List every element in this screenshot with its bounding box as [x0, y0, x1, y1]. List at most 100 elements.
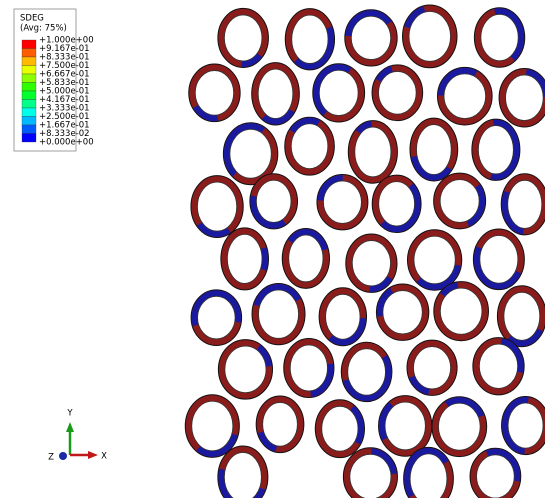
ring [505, 400, 545, 451]
ring-edge [225, 346, 266, 393]
ring [260, 399, 301, 449]
ring [195, 293, 239, 342]
ring-edge [477, 455, 515, 498]
ring [411, 233, 458, 286]
ring [503, 72, 545, 124]
ring-edge [290, 345, 327, 391]
ring-edge [413, 347, 450, 389]
legend-swatch [22, 100, 36, 109]
ring [316, 67, 361, 118]
ring [505, 177, 545, 231]
ring [221, 12, 265, 64]
ring [477, 233, 521, 287]
ring [478, 11, 521, 63]
ring-edge [227, 234, 262, 283]
ring [349, 238, 393, 289]
ring-edge [224, 15, 262, 61]
ring-edge [291, 124, 328, 169]
ring-edge [444, 74, 486, 119]
ring-edge [355, 127, 391, 177]
legend-swatch [22, 117, 36, 126]
ring [319, 403, 361, 454]
ring-edge [479, 344, 517, 388]
ring-edge [504, 292, 540, 340]
ring-edge [322, 406, 358, 451]
ring [224, 231, 265, 286]
legend-swatch [22, 125, 36, 134]
ring-edge [323, 181, 361, 223]
ring [320, 178, 364, 226]
ring [192, 68, 236, 119]
viewport: SDEG (Avg: 75%) +1.000e+00+9.167e-01+8.3… [0, 0, 545, 498]
ring [406, 9, 454, 65]
ring-edge [352, 241, 390, 286]
ring [286, 232, 326, 285]
ring [382, 399, 428, 453]
ring [501, 289, 543, 343]
ring-edge [197, 182, 236, 231]
z-axis-label: Z [48, 453, 54, 463]
ring [347, 451, 394, 498]
ring [441, 71, 489, 122]
legend-swatch [22, 74, 36, 83]
legend-title: SDEG [20, 14, 44, 24]
ring [288, 121, 331, 172]
ring [474, 452, 518, 498]
ring [475, 123, 516, 177]
ring-edge [385, 402, 425, 450]
ring-edge [230, 129, 271, 178]
ring-edge [224, 452, 261, 498]
legend-swatch [22, 83, 36, 92]
ring [221, 449, 264, 498]
ring [255, 66, 296, 121]
ring [345, 346, 389, 398]
ring-edge [508, 403, 543, 448]
legend-swatch [22, 40, 36, 49]
ring-edge [410, 454, 447, 498]
ring [437, 177, 482, 226]
ring-edge [258, 69, 293, 118]
ring-edge [379, 71, 417, 114]
ring [410, 344, 453, 392]
ring-edge [379, 182, 415, 226]
ring [227, 126, 274, 181]
legend-swatch [22, 57, 36, 66]
legend-swatch [22, 91, 36, 100]
ring [413, 122, 454, 178]
ring-edge [351, 16, 390, 59]
ring-edge [198, 296, 236, 339]
ring [289, 12, 331, 66]
ring-edge [508, 180, 542, 228]
ring-edge [440, 180, 479, 223]
ring [437, 285, 485, 337]
ring-edge [350, 454, 391, 498]
ring-edge [409, 12, 451, 62]
ring-edge [292, 15, 328, 63]
legend-subtitle: (Avg: 75%) [20, 24, 67, 34]
ring [376, 68, 420, 117]
ring-edge [256, 180, 291, 222]
ring-edge [289, 235, 323, 282]
ring [323, 291, 363, 342]
legend-swatch [22, 108, 36, 117]
ring-edge [319, 70, 358, 115]
legend: +1.000e+00+9.167e-01+8.333e-01+7.500e-01… [22, 36, 94, 148]
legend-swatch [22, 134, 36, 143]
ring-edge [416, 125, 451, 175]
ring-edge [348, 349, 386, 395]
ring [380, 288, 425, 337]
z-axis-dot [59, 452, 67, 460]
ring [253, 177, 294, 225]
ring [352, 124, 394, 180]
legend-swatch [22, 49, 36, 58]
ring-edge [195, 71, 233, 116]
ring-edge [383, 291, 422, 334]
ring [287, 342, 330, 394]
legend-swatch [22, 66, 36, 75]
y-axis-label: Y [66, 409, 73, 419]
ring [407, 451, 450, 498]
ring-edge [481, 14, 518, 60]
ring [435, 400, 483, 453]
ring-edge [438, 403, 480, 450]
ring [222, 343, 269, 396]
